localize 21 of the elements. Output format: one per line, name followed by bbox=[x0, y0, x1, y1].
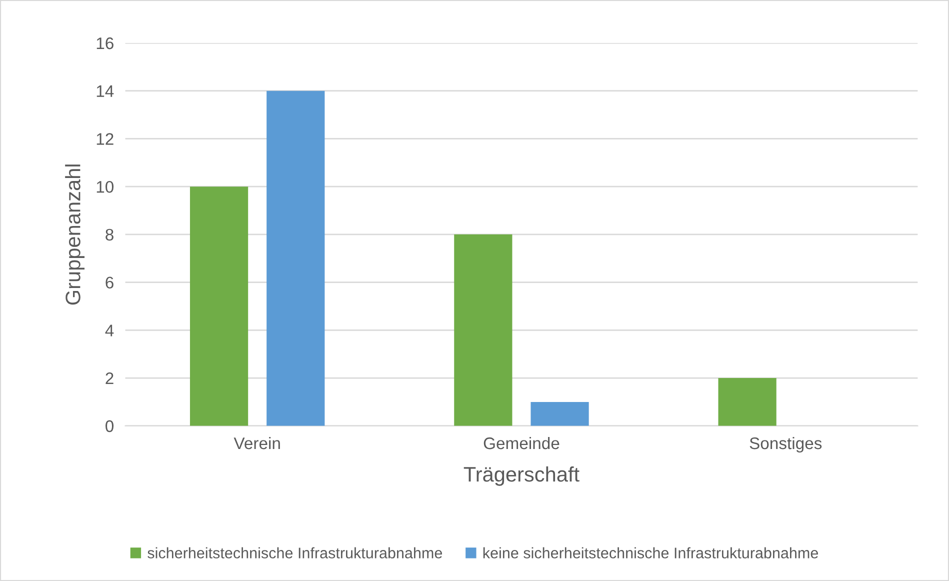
legend-label: keine sicherheitstechnische Infrastrukturabnahme bbox=[483, 547, 818, 558]
bar bbox=[718, 378, 776, 426]
bar bbox=[454, 234, 512, 426]
y-axis-title: Gruppenanzahl bbox=[65, 164, 85, 305]
bar bbox=[266, 90, 325, 426]
y-tick-label: 16 bbox=[96, 37, 114, 50]
y-tick-label: 10 bbox=[96, 180, 114, 193]
bar bbox=[530, 402, 589, 426]
y-tick-label: 0 bbox=[106, 420, 114, 432]
y-tick-label: 14 bbox=[96, 85, 114, 97]
bar bbox=[190, 186, 248, 426]
legend-label: sicherheitstechnische Infrastrukturabnahme bbox=[148, 547, 442, 558]
x-axis-title: Trägerschaft bbox=[464, 466, 580, 486]
x-tick-label: Sonstiges bbox=[750, 436, 822, 453]
y-tick-label: 6 bbox=[106, 276, 114, 288]
y-tick-label: 4 bbox=[105, 324, 114, 336]
y-tick-label: 2 bbox=[106, 372, 114, 384]
x-tick-label: Verein bbox=[234, 436, 280, 450]
y-tick-label: 8 bbox=[106, 228, 114, 241]
y-tick-label: 12 bbox=[96, 133, 114, 145]
x-tick-label: Gemeinde bbox=[484, 436, 560, 450]
